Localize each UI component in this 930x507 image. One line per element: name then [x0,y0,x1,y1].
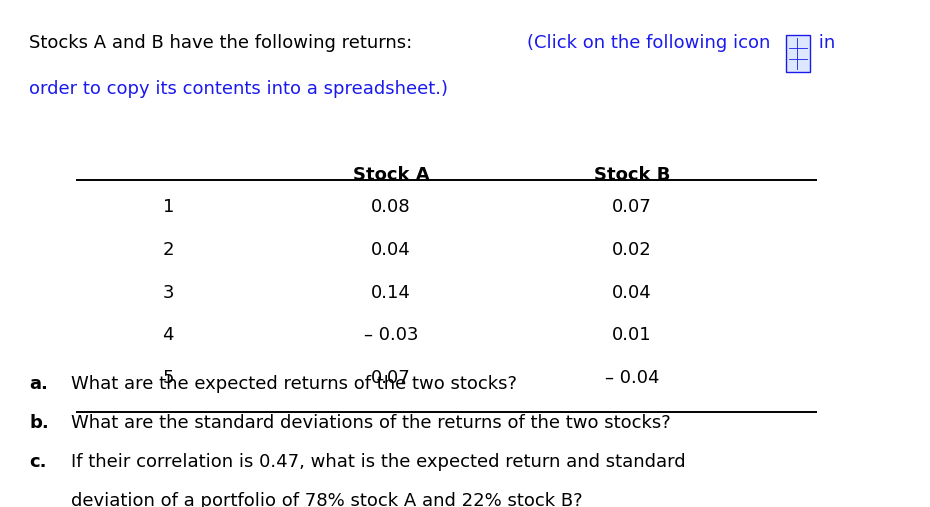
Text: – 0.03: – 0.03 [364,327,418,344]
Text: in: in [813,34,835,52]
Text: If their correlation is 0.47, what is the expected return and standard: If their correlation is 0.47, what is th… [71,453,685,472]
Text: Stock B: Stock B [593,166,671,184]
FancyBboxPatch shape [786,35,810,72]
Text: 0.14: 0.14 [371,284,411,302]
Text: What are the standard deviations of the returns of the two stocks?: What are the standard deviations of the … [71,414,671,432]
Text: 3: 3 [163,284,174,302]
Text: 0.01: 0.01 [612,327,652,344]
Text: 0.02: 0.02 [612,241,652,259]
Text: 5: 5 [163,369,174,387]
Text: (Click on the following icon: (Click on the following icon [527,34,770,52]
Text: – 0.04: – 0.04 [604,369,659,387]
Text: order to copy its contents into a spreadsheet.): order to copy its contents into a spread… [29,80,448,98]
Text: What are the expected returns of the two stocks?: What are the expected returns of the two… [71,375,517,392]
Text: 2: 2 [163,241,174,259]
Text: 4: 4 [163,327,174,344]
Text: 0.04: 0.04 [612,284,652,302]
Text: Stock A: Stock A [352,166,429,184]
Text: c.: c. [29,453,46,472]
Text: Stocks A and B have the following returns:: Stocks A and B have the following return… [29,34,424,52]
Text: 0.08: 0.08 [371,198,411,216]
Text: 0.07: 0.07 [612,198,652,216]
Text: a.: a. [29,375,48,392]
Text: 0.04: 0.04 [371,241,411,259]
Text: 0.07: 0.07 [371,369,411,387]
Text: b.: b. [29,414,49,432]
Text: deviation of a portfolio of 78% stock A and 22% stock B?: deviation of a portfolio of 78% stock A … [71,492,582,507]
Text: 1: 1 [163,198,174,216]
